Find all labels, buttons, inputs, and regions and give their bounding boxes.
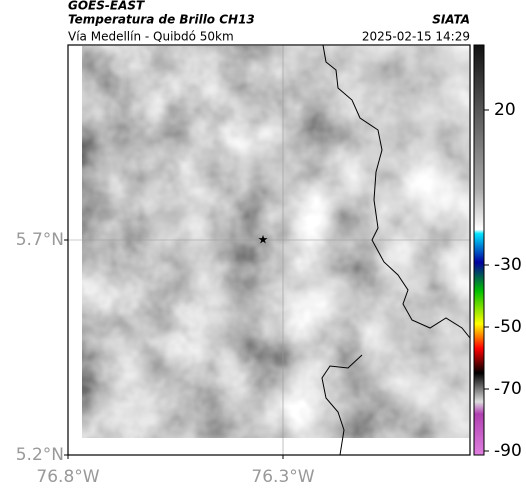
datetime-label: 2025-02-15 14:29 — [362, 30, 470, 44]
product-label: Temperatura de Brillo CH13 — [68, 13, 255, 27]
border-line — [321, 44, 471, 456]
labels: 5.7°N 5.2°N76.8°W 76.3°W 20 -30 -50 -70 -90 — [16, 100, 522, 487]
source-label: SIATA — [432, 13, 470, 27]
map-frame — [67, 44, 471, 456]
colorbar-label: 20 — [494, 100, 516, 120]
satellite-image — [82, 46, 469, 438]
region-label: Vía Medellín - Quibdó 50km — [68, 30, 234, 44]
satellite-label: GOES-EAST — [68, 0, 145, 13]
brightness-overlay — [82, 46, 469, 438]
colorbar-label: -70 — [494, 379, 522, 399]
lat-label: 5.2°N — [16, 445, 64, 465]
lat-label: 5.7°N — [16, 230, 64, 250]
colorbar-label: -30 — [494, 255, 522, 275]
colorbar-label: -50 — [494, 317, 522, 337]
lon-label: 76.8°W — [36, 467, 99, 487]
location-marker: ★ — [258, 233, 269, 247]
colorbar-label: -90 — [494, 441, 522, 461]
colorbar — [473, 44, 485, 456]
lon-label: 76.3°W — [251, 467, 314, 487]
